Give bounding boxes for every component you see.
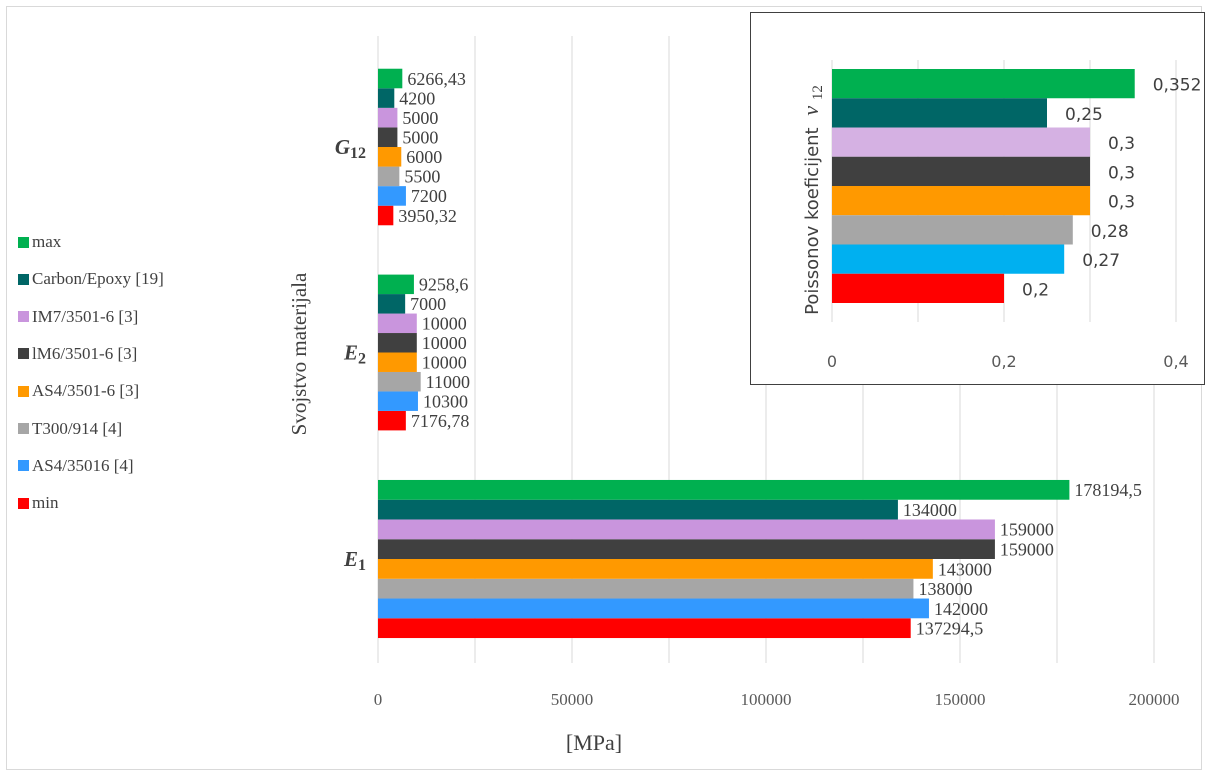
legend-label: AS4/35016 [4] [32,455,134,475]
main-bar-G12-5 [378,127,398,147]
main-category-label-G12: G12 [335,135,366,162]
legend-swatch [18,273,29,285]
legend-item: T300/914 [4] [18,419,122,439]
main-bar-E1-4 [378,559,933,579]
main-x-tick-label: 50000 [551,690,594,709]
legend-label: Carbon/Epoxy [19] [32,269,164,289]
main-category-labels: E1 E2 G12 [335,135,366,574]
main-data-label: 10300 [423,391,468,411]
main-category-label-E1: E1 [343,547,366,574]
legend-item: IM7/3501-6 [3] [18,307,138,327]
main-data-label: 10000 [422,333,467,353]
main-data-label: 5000 [402,108,438,128]
main-bar-G12-8 [378,68,403,89]
main-bar-E2-5 [378,333,417,353]
main-bar-E1-5 [378,539,995,559]
main-bar-E2-1 [378,410,406,431]
legend-swatch [18,423,29,434]
main-x-tick-label: 100000 [741,690,792,709]
main-data-label: 178194,5 [1074,480,1142,500]
main-bar-E1-2 [378,598,929,619]
legend-label: min [32,493,59,513]
main-data-label: 134000 [903,500,957,520]
main-data-label: 143000 [938,559,992,579]
main-data-label: 138000 [918,579,972,599]
legend-swatch [18,311,29,323]
main-bar-G12-6 [378,107,398,128]
main-bars [378,68,1070,639]
legend-label: lM6/3501-6 [3] [32,343,138,363]
main-category-label-E2: E2 [343,341,366,368]
main-data-label: 4200 [399,88,435,108]
main-data-label: 7000 [410,294,446,314]
main-bar-E2-6 [378,313,417,334]
main-data-label: 11000 [426,372,470,392]
main-data-label: 142000 [934,599,988,619]
main-x-tick-labels: 0 50000 100000 150000 200000 [374,690,1180,709]
main-bar-E1-8 [378,479,1070,500]
main-data-label: 6000 [406,147,442,167]
legend-item: AS4/35016 [4] [18,456,134,476]
legend-swatch [18,460,29,472]
main-bar-G12-3 [378,166,400,187]
chart-frame [6,6,1202,770]
legend-item: AS4/3501-6 [3] [18,381,139,401]
main-x-tick-label: 200000 [1129,690,1180,709]
main-data-label: 10000 [422,352,467,372]
y-axis-title: Svojstvo materijala [287,272,311,435]
main-data-label: 10000 [422,314,467,334]
main-bar-G12-4 [378,147,402,167]
main-data-label: 137294,5 [916,619,984,639]
main-x-tick-label: 150000 [935,690,986,709]
main-bar-E1-3 [378,578,914,599]
main-bar-E1-7 [378,499,898,520]
legend-label: max [32,232,62,251]
main-bar-G12-7 [378,88,395,108]
main-bar-E2-3 [378,371,421,392]
legend-swatch [18,348,29,360]
main-data-label: 5500 [404,167,440,187]
legend-label: IM7/3501-6 [3] [32,306,139,326]
main-data-label: 5000 [402,128,438,148]
main-data-label: 159000 [1000,520,1054,540]
legend-item: min [18,493,58,513]
legend-swatch [18,497,29,509]
legend-item: lM6/3501-6 [3] [18,344,137,364]
main-bar-E2-4 [378,352,417,372]
main-data-label: 159000 [1000,540,1054,560]
x-axis-title: [MPa] [566,730,622,755]
legend-item: Carbon/Epoxy [19] [18,269,164,289]
main-bar-E1-6 [378,519,995,540]
main-data-label: 7200 [411,186,447,206]
legend-label: AS4/3501-6 [3] [32,381,140,401]
main-data-label: 9258,6 [419,275,469,295]
main-bar-G12-2 [378,186,406,206]
legend-item: max [18,232,61,252]
main-bar-E2-7 [378,294,406,314]
main-data-label: 7176,78 [411,411,470,431]
main-bar-E2-8 [378,274,414,295]
main-bar-G12-1 [378,205,394,226]
main-x-tick-label: 0 [374,690,383,709]
main-bar-E2-2 [378,391,418,411]
main-data-label: 3950,32 [398,206,457,226]
main-bar-E1-1 [378,618,911,639]
inset-chart-frame [750,12,1205,385]
main-data-label: 6266,43 [407,69,466,89]
legend-label: T300/914 [4] [32,418,123,438]
legend-swatch [18,385,29,397]
legend-swatch [18,236,29,248]
